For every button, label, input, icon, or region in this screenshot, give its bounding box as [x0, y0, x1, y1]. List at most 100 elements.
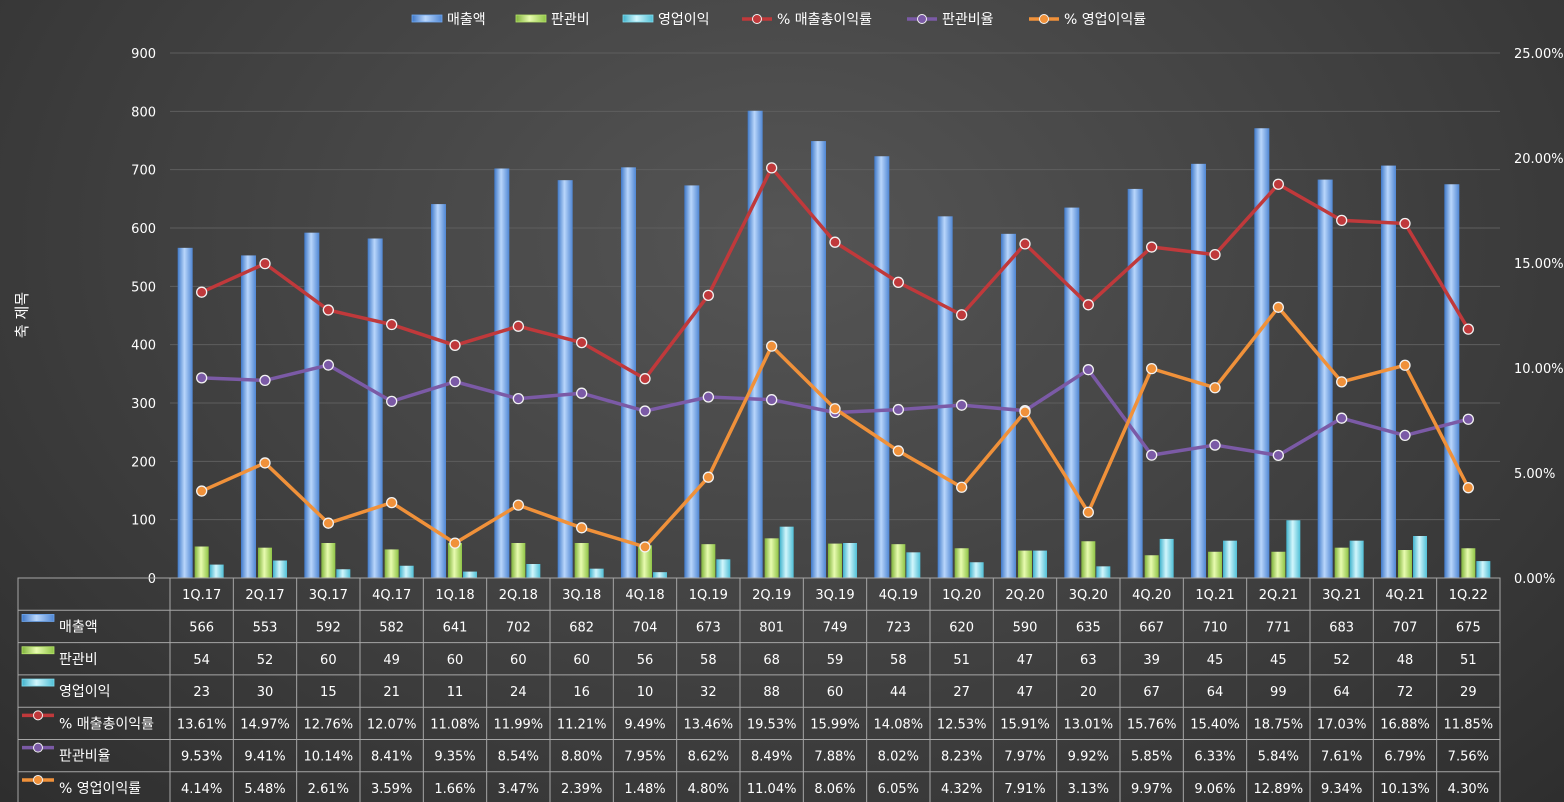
- row-series-name: % 영업이익률: [59, 781, 141, 797]
- line-marker: [576, 336, 588, 349]
- x-tick-label: 1Q.19: [689, 588, 728, 603]
- data-label: 47: [1017, 685, 1034, 700]
- data-label: 19.53%: [747, 717, 797, 732]
- y2-tick-label: 20.00%: [1514, 152, 1564, 167]
- line-marker: [259, 374, 271, 387]
- data-label: 58: [700, 653, 717, 668]
- row-legend-marker: [33, 742, 43, 753]
- data-label: 10.14%: [304, 750, 354, 765]
- data-label: 5.48%: [244, 782, 285, 797]
- data-label: 47: [1017, 653, 1034, 668]
- data-label: 6.79%: [1384, 750, 1425, 765]
- row-legend-swatch: [21, 678, 55, 687]
- data-label: 4.30%: [1448, 782, 1489, 797]
- data-label: 8.62%: [688, 750, 729, 765]
- line-marker: [1399, 359, 1411, 371]
- data-label: 99: [1270, 685, 1287, 700]
- y-tick-label: 400: [131, 339, 156, 354]
- data-label: 88: [763, 685, 780, 700]
- bar: [1127, 188, 1143, 578]
- data-label: 771: [1266, 620, 1291, 635]
- legend-swatch: [411, 14, 443, 23]
- legend-label: % 영업이익률: [1064, 12, 1146, 28]
- data-label: 63: [1080, 653, 1097, 668]
- line-marker: [449, 537, 461, 549]
- data-label: 14.97%: [240, 717, 290, 732]
- bar: [969, 562, 984, 578]
- data-label: 8.23%: [941, 750, 982, 765]
- data-label: 9.49%: [624, 717, 665, 732]
- data-label: 11.04%: [747, 782, 797, 797]
- data-label: 683: [1329, 620, 1354, 635]
- line-marker: [1399, 429, 1411, 442]
- bar: [209, 564, 224, 578]
- data-label: 29: [1460, 685, 1477, 700]
- data-label: 553: [253, 620, 278, 635]
- line-marker: [639, 405, 651, 417]
- line-marker: [1336, 412, 1348, 424]
- x-tick-label: 1Q.20: [942, 588, 981, 603]
- line-marker: [1146, 241, 1158, 253]
- line-marker: [1019, 406, 1031, 418]
- data-label: 7.56%: [1448, 750, 1489, 765]
- bar: [1476, 561, 1491, 578]
- data-label: 3.13%: [1068, 782, 1109, 797]
- row-series-name: 판관비: [59, 652, 98, 668]
- data-label: 8.54%: [498, 750, 539, 765]
- data-label: 7.61%: [1321, 750, 1362, 765]
- data-label: 635: [1076, 620, 1101, 635]
- data-label: 6.05%: [878, 782, 919, 797]
- data-label: 592: [316, 620, 341, 635]
- line-marker: [1399, 217, 1411, 230]
- bar: [384, 549, 399, 578]
- data-label: 58: [890, 653, 907, 668]
- data-label: 11.85%: [1444, 717, 1494, 732]
- data-label: 16.88%: [1380, 717, 1430, 732]
- data-label: 4.80%: [688, 782, 729, 797]
- data-label: 8.02%: [878, 750, 919, 765]
- y-tick-label: 600: [131, 222, 156, 237]
- line-marker: [1336, 214, 1348, 227]
- bar: [1208, 551, 1222, 578]
- data-label: 48: [1397, 653, 1414, 668]
- line-marker: [1209, 248, 1221, 261]
- x-tick-label: 4Q.20: [1132, 588, 1171, 603]
- x-tick-label: 1Q.22: [1449, 588, 1488, 603]
- data-label: 682: [569, 620, 594, 635]
- x-tick-label: 3Q.17: [309, 588, 348, 603]
- bar: [1159, 538, 1174, 578]
- data-label: 16: [573, 685, 590, 700]
- data-label: 67: [1143, 685, 1160, 700]
- line-marker: [956, 481, 968, 493]
- x-tick-label: 1Q.21: [1195, 588, 1234, 603]
- data-label: 27: [953, 685, 970, 700]
- row-legend-swatch: [21, 614, 55, 622]
- row-legend-marker: [33, 774, 43, 785]
- data-label: 7.91%: [1004, 782, 1045, 797]
- x-tick-label: 3Q.20: [1069, 588, 1108, 603]
- data-label: 60: [320, 653, 337, 668]
- row-legend-swatch: [21, 646, 55, 655]
- data-label: 620: [949, 620, 974, 635]
- line-marker: [322, 359, 334, 371]
- bar: [684, 185, 700, 578]
- x-tick-label: 4Q.18: [625, 588, 664, 603]
- data-label: 5.84%: [1258, 750, 1299, 765]
- line-marker: [386, 496, 398, 509]
- data-label: 15.40%: [1190, 717, 1240, 732]
- data-label: 1.48%: [624, 782, 665, 797]
- line-marker: [1462, 482, 1474, 494]
- data-label: 72: [1397, 685, 1414, 700]
- bar: [367, 238, 383, 578]
- data-label: 51: [1460, 653, 1477, 668]
- bar: [448, 543, 462, 578]
- line-marker: [829, 236, 841, 248]
- data-label: 17.03%: [1317, 717, 1367, 732]
- data-label: 59: [827, 653, 844, 668]
- data-label: 12.53%: [937, 717, 987, 732]
- data-label: 3.59%: [371, 782, 412, 797]
- data-label: 702: [506, 620, 531, 635]
- row-series-name: 판관비율: [59, 749, 111, 765]
- bar: [653, 572, 667, 578]
- bar: [874, 156, 890, 578]
